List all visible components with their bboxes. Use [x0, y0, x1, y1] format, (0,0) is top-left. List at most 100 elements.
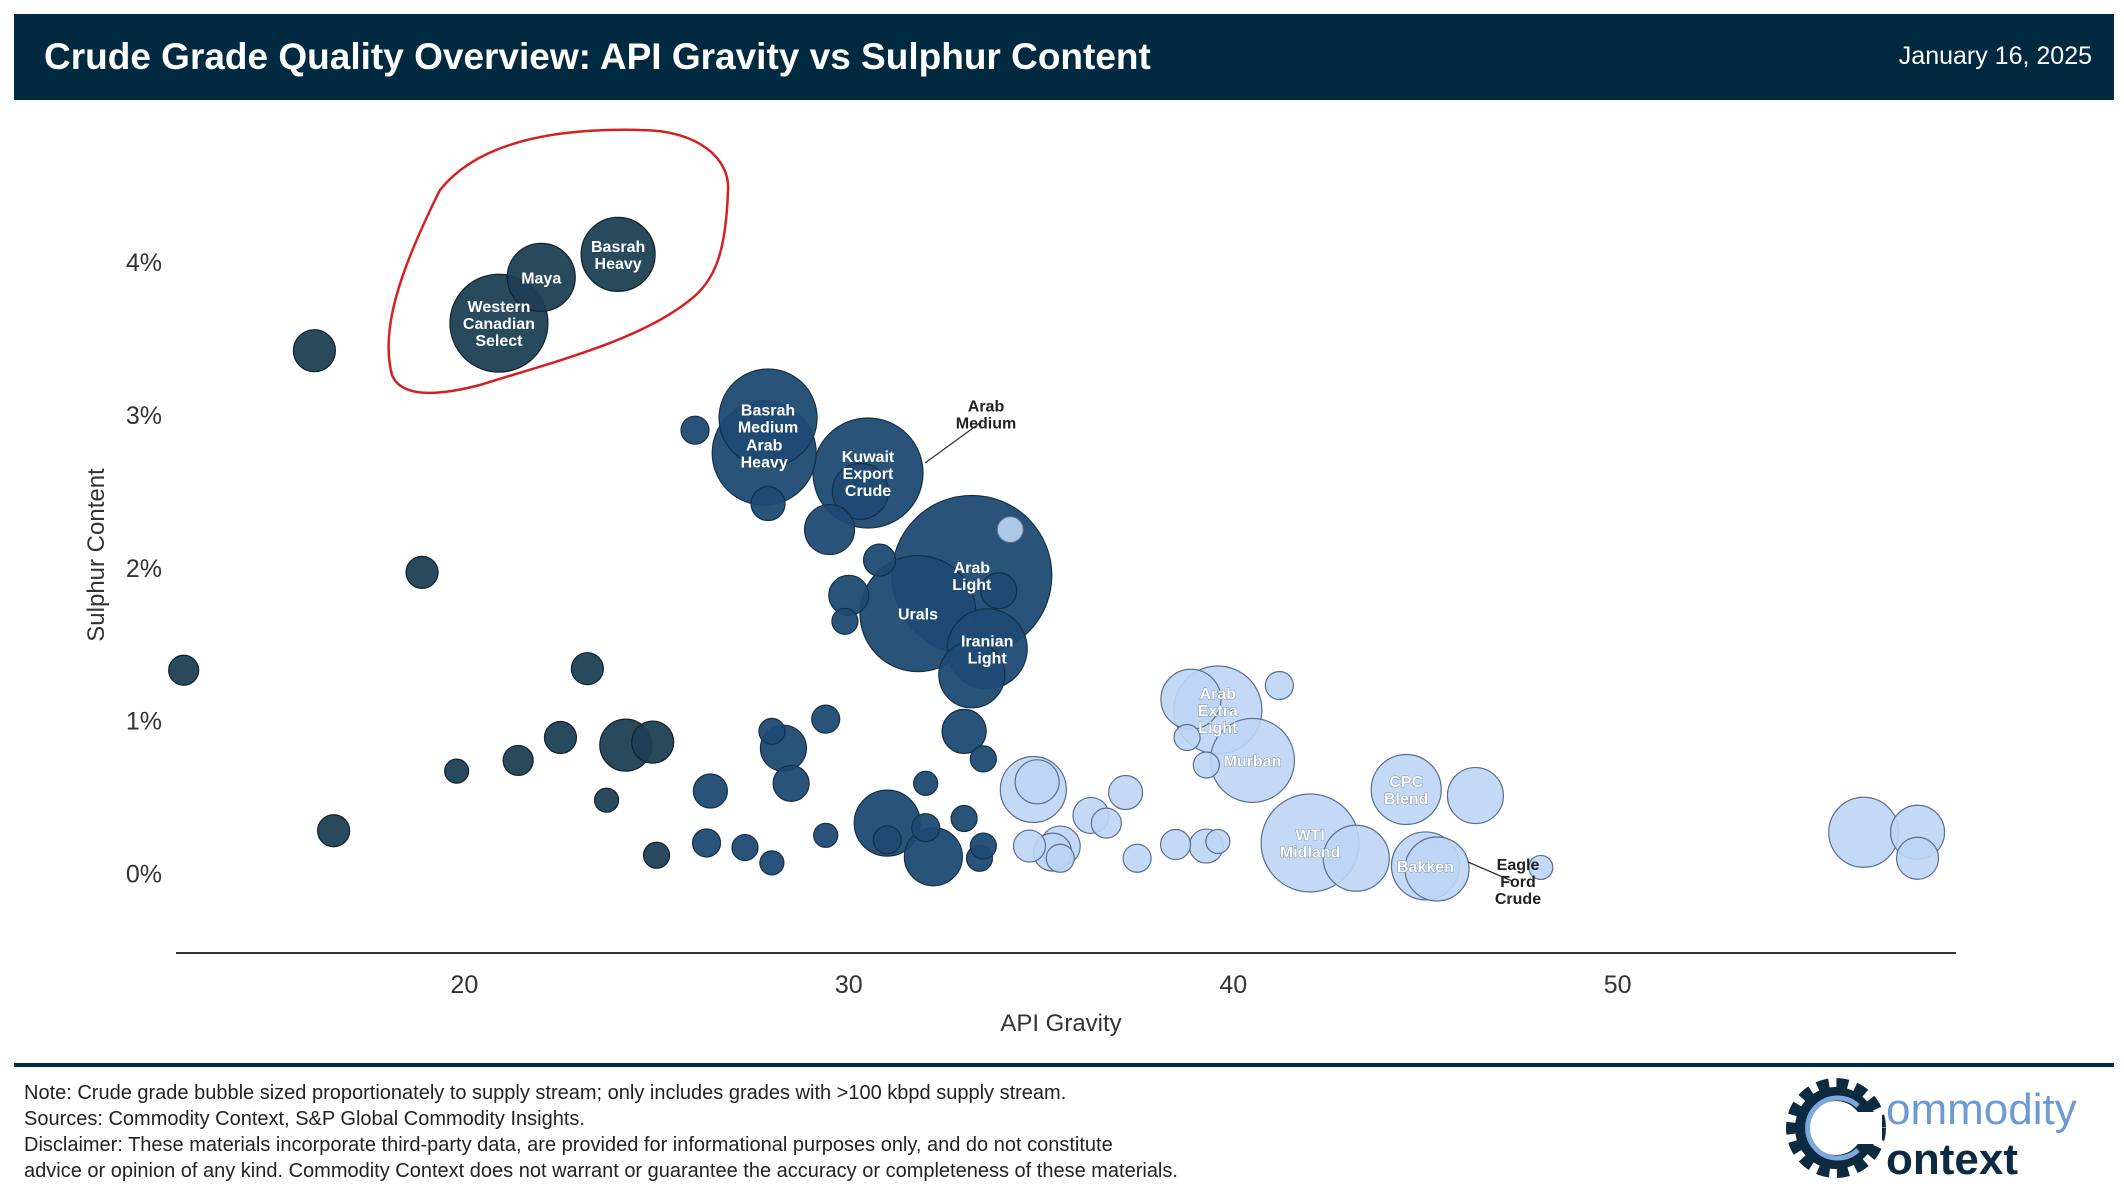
bubble-label: Kuwait	[842, 449, 895, 466]
bubble-point	[803, 503, 856, 556]
bubble-point	[580, 216, 656, 292]
bubble-point	[1192, 751, 1220, 779]
bubble-point	[996, 515, 1024, 544]
footer-notes: Note: Crude grade bubble sized proportio…	[24, 1080, 1524, 1184]
highlight-circle-annotation	[387, 128, 730, 395]
bubble-label: Medium	[738, 419, 798, 436]
bubble-label: Iranian	[961, 633, 1013, 650]
bubble-label: Eagle	[1497, 857, 1540, 874]
bubble-point	[831, 607, 859, 635]
bubble-label: Heavy	[741, 455, 788, 472]
bubble-point	[506, 242, 576, 312]
y-axis-label: Sulphur Content	[83, 468, 110, 642]
bubble-label: Arab	[746, 438, 783, 455]
bubble-point	[980, 572, 1018, 610]
bubble-label: Arab	[1200, 686, 1237, 703]
bubble-point	[750, 485, 786, 522]
logo-text-top: ommodity	[1886, 1085, 2077, 1134]
bubble-point	[862, 543, 897, 577]
bubble-point	[631, 720, 675, 764]
bubble-label: WTI	[1295, 827, 1324, 844]
bubble-label: Crude	[845, 483, 891, 500]
bubble-label: Light	[952, 577, 992, 594]
label-leader-line	[1467, 861, 1513, 882]
bubble-point	[1045, 843, 1075, 873]
bubble-label: Arab	[968, 399, 1005, 416]
y-tick-label: 0%	[126, 861, 162, 889]
gear-c-icon	[1786, 1078, 1886, 1178]
bubble-point	[1173, 723, 1201, 752]
bubble-point	[680, 415, 710, 445]
bubble-label: Light	[1198, 720, 1238, 737]
logo-text-bottom: ontext	[1886, 1135, 2018, 1184]
header-bar: Crude Grade Quality Overview: API Gravit…	[14, 14, 2114, 100]
bubble-label: Crude	[1495, 891, 1541, 908]
x-tick-label: 40	[1219, 971, 1247, 999]
bubble-point	[1205, 828, 1231, 855]
bubble-point	[1828, 796, 1900, 868]
bubble-point	[1107, 774, 1144, 811]
bubble-label: Select	[475, 333, 523, 350]
y-tick-label: 2%	[126, 555, 162, 583]
bubble-point	[691, 828, 722, 858]
bubble-label: Extra	[1198, 703, 1238, 720]
bubble-label: Midland	[1280, 844, 1340, 861]
footer-divider	[14, 1063, 2114, 1067]
bubble-point	[1159, 828, 1192, 861]
bubble-point	[444, 758, 470, 784]
bubble-point	[969, 745, 997, 773]
bubble-label: CPC	[1389, 774, 1423, 791]
bubble-point	[731, 833, 759, 862]
bubble-point	[642, 841, 671, 869]
commodity-context-logo: ommodity ontext	[1786, 1078, 2077, 1184]
bubble-point	[759, 850, 785, 876]
bubble-label: Bakken	[1397, 859, 1454, 876]
note-text: Note: Crude grade bubble sized proportio…	[24, 1082, 1067, 1104]
label-leader-line	[924, 422, 981, 464]
bubble-label: Western	[468, 299, 531, 316]
disclaimer-text: Disclaimer: These materials incorporate …	[24, 1134, 1178, 1182]
bubble-point	[811, 704, 841, 734]
bubble-point	[938, 641, 1006, 709]
y-tick-label: 1%	[126, 708, 162, 736]
bubble-point	[543, 720, 578, 755]
bubble-point	[772, 764, 810, 802]
bubble-point	[405, 555, 439, 589]
bubble-point	[941, 708, 987, 754]
report-date: January 16, 2025	[1898, 42, 2092, 70]
bubble-label: Urals	[898, 607, 938, 624]
bubble-point	[911, 813, 941, 843]
bubble-point	[950, 804, 978, 833]
bubble-point	[502, 744, 534, 777]
bubble-point	[872, 825, 902, 855]
bubble-point	[1404, 836, 1470, 902]
bubble-point	[831, 462, 889, 520]
y-tick-label: 4%	[126, 249, 162, 277]
bubble-point	[1895, 836, 1940, 880]
bubble-label: Murban	[1224, 753, 1282, 770]
x-tick-label: 20	[450, 971, 478, 999]
bubble-chart: 20 30 40 50 0% 1% 2% 3% 4% API Gravity Sulphur Con…	[83, 128, 1956, 1037]
page-title: Crude Grade Quality Overview: API Gravit…	[44, 36, 1151, 77]
bubble-point	[1446, 766, 1505, 825]
bubble-point	[1090, 807, 1122, 839]
bubble-point	[692, 773, 728, 809]
bubble-label: Canadian	[463, 316, 535, 333]
bubble-point	[1370, 753, 1442, 826]
bubble-label: Heavy	[595, 256, 642, 273]
bubble-point	[969, 832, 997, 860]
bubble-point	[317, 814, 351, 848]
bubble-point	[292, 329, 337, 373]
bubble-point	[913, 770, 939, 796]
x-tick-label: 50	[1604, 971, 1632, 999]
bubble-point	[1012, 829, 1047, 863]
bubble-point	[1014, 759, 1060, 805]
bubble-point	[570, 652, 604, 686]
bubble-point	[1528, 854, 1554, 881]
bubble-label: Arab	[954, 560, 991, 577]
bubble-label: Blend	[1384, 791, 1428, 808]
bubble-point	[1322, 824, 1390, 892]
bubble-point	[758, 717, 786, 745]
y-tick-label: 3%	[126, 402, 162, 430]
bubble-point	[718, 368, 818, 468]
